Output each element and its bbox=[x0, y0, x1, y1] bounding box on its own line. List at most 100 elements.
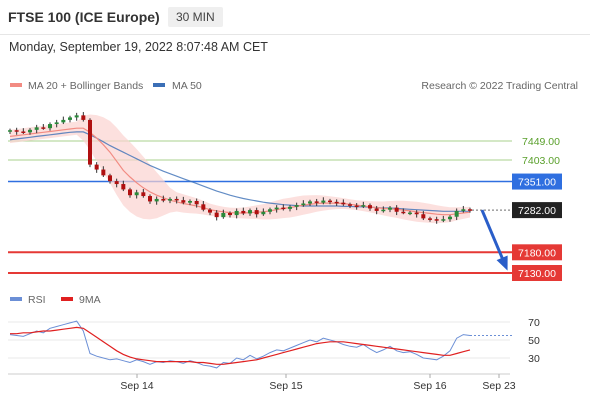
candle-body bbox=[328, 200, 332, 203]
candle-body bbox=[441, 219, 446, 221]
main-legend: MA 20 + Bollinger Bands MA 50 Research ©… bbox=[10, 80, 578, 92]
x-tick-sep-16: Sep 16 bbox=[413, 380, 446, 392]
level-7180-00-tag bbox=[512, 244, 562, 261]
level-7351-00-tag bbox=[512, 173, 562, 190]
candles bbox=[8, 112, 472, 224]
candle-body bbox=[94, 164, 99, 170]
ma50-line bbox=[9, 131, 470, 212]
candle-body bbox=[281, 207, 286, 210]
candle-body bbox=[168, 198, 172, 201]
candle-body bbox=[154, 198, 159, 202]
ma20-swatch bbox=[10, 83, 22, 87]
level-7403-00-label: 7403.00 bbox=[522, 155, 560, 167]
x-tick-sep-15: Sep 15 bbox=[269, 380, 302, 392]
candle-body bbox=[301, 203, 306, 206]
candle-body bbox=[21, 131, 26, 133]
moving-averages bbox=[9, 127, 471, 216]
candle-body bbox=[314, 201, 319, 203]
candle-body bbox=[174, 198, 179, 201]
forecast-arrow-shaft bbox=[480, 209, 508, 268]
instrument-title: FTSE 100 (ICE Europe) bbox=[8, 9, 160, 25]
candle-body bbox=[428, 218, 432, 220]
candle-body bbox=[348, 204, 352, 206]
candle-body bbox=[141, 192, 146, 197]
level-7351-00-label: 7351.00 bbox=[518, 177, 556, 189]
level-7282-00-label: 7282.00 bbox=[518, 205, 556, 217]
candle-body bbox=[8, 130, 12, 132]
chart-header: FTSE 100 (ICE Europe) 30 MIN bbox=[0, 0, 590, 35]
candle-body bbox=[308, 201, 312, 204]
candle-body bbox=[228, 213, 232, 216]
level-7282-00-tag bbox=[512, 202, 562, 219]
rsi-legend-label: RSI bbox=[28, 294, 46, 306]
candle-body bbox=[88, 119, 92, 165]
candle-body bbox=[234, 210, 239, 216]
candle-body bbox=[181, 200, 186, 203]
candle-body bbox=[68, 117, 72, 120]
timeframe-badge[interactable]: 30 MIN bbox=[168, 7, 223, 27]
candle-body bbox=[14, 130, 19, 132]
rsi-swatch bbox=[10, 297, 22, 301]
level-7180-00-label: 7180.00 bbox=[518, 247, 556, 259]
ma9-legend-label: 9MA bbox=[79, 294, 101, 306]
ma9-swatch bbox=[61, 297, 73, 301]
timestamp: Monday, September 19, 2022 8:07:48 AM CE… bbox=[9, 40, 268, 54]
ma20-legend-label: MA 20 + Bollinger Bands bbox=[28, 80, 143, 92]
price-labels: 7449.00 7403.00 7351.00 7282.00 7180.00 7130.… bbox=[512, 136, 562, 281]
level-7130-00-tag bbox=[512, 265, 562, 281]
candle-body bbox=[34, 127, 39, 130]
rsi-panel: 70 50 30 bbox=[8, 317, 540, 369]
rsi-tick-70: 70 bbox=[528, 317, 540, 329]
ma50-legend-label: MA 50 bbox=[172, 80, 202, 92]
candle-body bbox=[274, 207, 279, 210]
candle-body bbox=[401, 211, 406, 214]
copyright-text: Research © 2022 Trading Central bbox=[421, 80, 578, 92]
candle-body bbox=[268, 209, 272, 212]
candle-body bbox=[368, 205, 372, 209]
candle-body bbox=[294, 205, 299, 207]
candle-body bbox=[81, 115, 86, 120]
candle-body bbox=[261, 211, 266, 215]
candle-body bbox=[421, 214, 426, 219]
level-7449-00-label: 7449.00 bbox=[522, 136, 560, 148]
candle-body bbox=[128, 189, 132, 196]
candle-body bbox=[221, 213, 226, 218]
candle-body bbox=[114, 181, 119, 185]
x-axis: Sep 14 Sep 15 Sep 16 Sep 23 bbox=[120, 374, 516, 392]
candle-body bbox=[61, 119, 66, 123]
bollinger-bands bbox=[10, 114, 470, 224]
candle-body bbox=[194, 201, 199, 205]
forecast-arrow bbox=[480, 209, 508, 271]
candle-body bbox=[361, 205, 366, 207]
ma50-swatch bbox=[153, 83, 165, 87]
candle-body bbox=[161, 198, 166, 201]
candle-body bbox=[381, 209, 386, 212]
ma9-line bbox=[10, 326, 471, 365]
candle-body bbox=[468, 209, 472, 211]
candle-body bbox=[74, 115, 79, 118]
candle-body bbox=[188, 201, 192, 203]
candle-body bbox=[201, 204, 206, 210]
candle-body bbox=[28, 129, 32, 133]
candle-body bbox=[101, 169, 106, 176]
candle-body bbox=[134, 192, 139, 196]
candle-body bbox=[108, 175, 112, 182]
candle-body bbox=[254, 210, 259, 215]
bollinger-band-area bbox=[10, 114, 470, 224]
candle-body bbox=[448, 216, 452, 220]
candle-body bbox=[214, 212, 219, 218]
x-tick-sep-14: Sep 14 bbox=[120, 380, 153, 392]
candle-body bbox=[408, 212, 412, 215]
candle-body bbox=[394, 207, 399, 212]
rsi-legend: RSI 9MA bbox=[10, 294, 101, 306]
level-7130-00-label: 7130.00 bbox=[518, 268, 556, 280]
candle-body bbox=[321, 200, 326, 203]
ma20-line bbox=[9, 127, 471, 216]
x-tick-sep-23: Sep 23 bbox=[482, 380, 515, 392]
rsi-tick-30: 30 bbox=[528, 353, 540, 365]
candle-body bbox=[48, 124, 52, 129]
candle-body bbox=[288, 206, 292, 209]
candle-body bbox=[374, 208, 379, 211]
candle-body bbox=[434, 219, 439, 221]
